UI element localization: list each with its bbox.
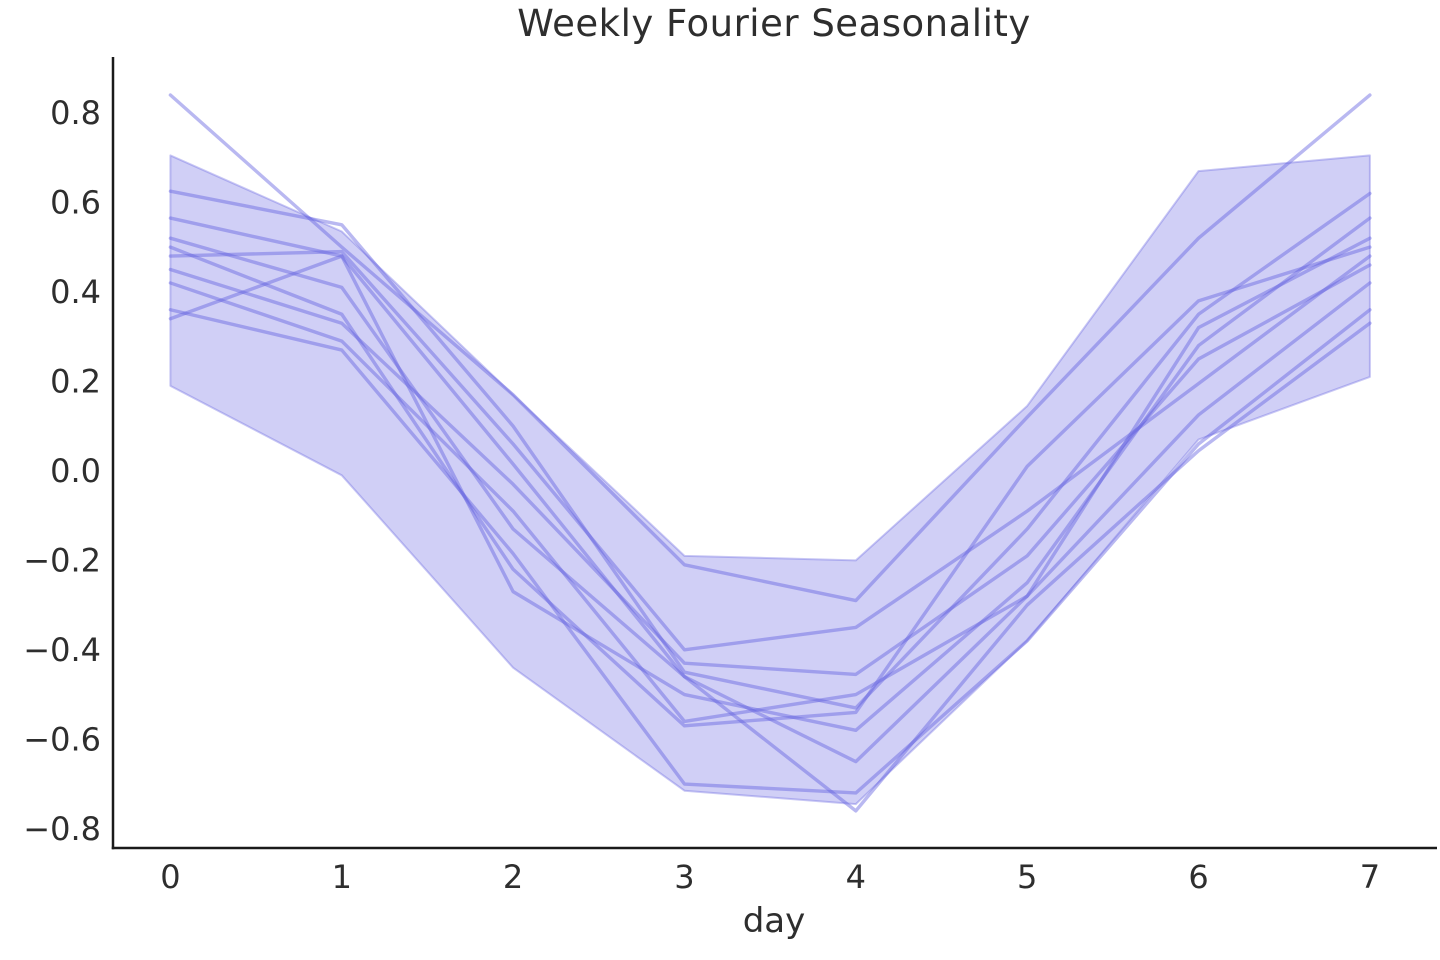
x-tick-label: 2 <box>503 858 523 896</box>
sample-line-10 <box>168 245 1372 728</box>
x-tick-label: 0 <box>160 858 180 896</box>
y-tick-label: 0.4 <box>50 273 101 311</box>
y-tick-label: 0.0 <box>50 452 101 490</box>
y-tick-label: −0.2 <box>23 541 101 579</box>
sample-line-3 <box>168 216 1372 733</box>
x-tick-label: 7 <box>1360 858 1380 896</box>
sample-line-5 <box>168 249 1372 652</box>
x-tick-label: 5 <box>1017 858 1037 896</box>
sample-line-9 <box>168 254 1372 813</box>
seasonality-band <box>169 154 1371 806</box>
sample-line-8 <box>168 308 1372 795</box>
sample-line-4 <box>168 236 1372 764</box>
y-tick-label: 0.6 <box>50 183 101 221</box>
y-tick-label: 0.2 <box>50 362 101 400</box>
y-tick-label: 0.8 <box>50 94 101 132</box>
sample-line-2 <box>168 189 1372 710</box>
sample-line-1 <box>168 93 1372 603</box>
y-tick-label: −0.6 <box>23 720 101 758</box>
y-tick-label: −0.4 <box>23 631 101 669</box>
x-tick-label: 4 <box>846 858 866 896</box>
chart-title: Weekly Fourier Seasonality <box>517 2 1031 45</box>
x-axis-label: day <box>742 901 806 941</box>
x-tick-label: 3 <box>674 858 694 896</box>
sample-line-6 <box>168 263 1372 677</box>
y-tick-label: −0.8 <box>23 810 101 848</box>
x-tick-label: 1 <box>332 858 352 896</box>
x-tick-label: 6 <box>1188 858 1208 896</box>
sample-line-7 <box>168 281 1372 724</box>
